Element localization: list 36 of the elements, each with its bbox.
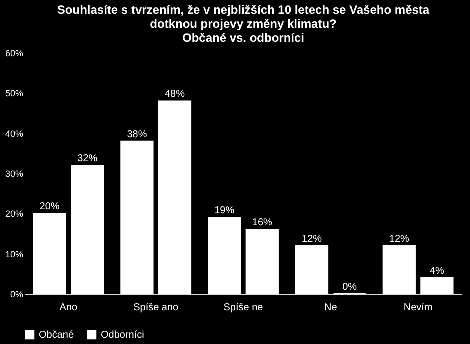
data-label: 19%	[214, 206, 235, 217]
y-tick-label: 40%	[5, 128, 24, 139]
data-label: 12%	[389, 234, 410, 245]
y-tick-label: 30%	[5, 169, 24, 179]
bar	[208, 217, 242, 294]
data-label: 20%	[40, 202, 60, 213]
y-tick-label: 10%	[5, 249, 24, 260]
text: Občané vs. odborníci	[182, 31, 305, 45]
bar	[120, 140, 154, 294]
x-tick-label: Nevím	[404, 302, 433, 314]
data-label: 16%	[252, 218, 273, 229]
y-tick-label: 0%	[10, 290, 24, 300]
text: dotknou projevy změny klimatu?	[150, 17, 337, 31]
legend-label: Občané	[39, 330, 74, 342]
x-tick-label: Spíše ne	[224, 302, 264, 314]
data-label: 0%	[342, 282, 358, 293]
legend-label: Odborníci	[101, 330, 144, 342]
x-tick-label: Spíše ano	[134, 302, 180, 314]
y-tick-label: 50%	[5, 88, 24, 99]
bar	[246, 229, 279, 294]
y-tick-label: 20%	[5, 209, 24, 220]
x-tick-label: Ne	[324, 302, 338, 314]
data-label: 48%	[164, 89, 186, 100]
bar	[382, 245, 416, 294]
y-tick-label: 60%	[5, 48, 24, 58]
data-label: 12%	[302, 234, 322, 245]
bar	[158, 100, 192, 294]
text: Souhlasíte s tvrzením, že v nejbližších 10 letech se Vašeho města	[57, 3, 430, 17]
data-label: 32%	[78, 153, 98, 164]
bar	[33, 213, 66, 294]
bar	[295, 245, 329, 294]
x-tick-label: Ano	[60, 302, 78, 314]
data-label: 38%	[127, 129, 148, 140]
bar	[420, 277, 454, 294]
bar	[71, 164, 104, 294]
data-label: 4%	[430, 266, 445, 277]
